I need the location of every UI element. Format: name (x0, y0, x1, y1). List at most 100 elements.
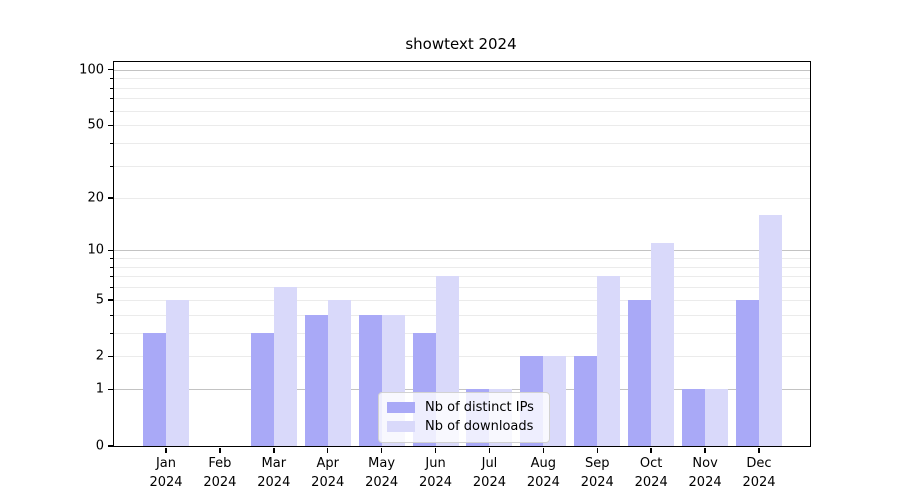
y-minor-tick (109, 258, 113, 260)
major-gridline (114, 250, 810, 252)
bar-distinct-ips-may (358, 314, 382, 446)
x-tick-year: 2024 (742, 475, 776, 490)
x-tick (219, 447, 221, 453)
bar-downloads-oct (651, 243, 675, 446)
legend-label-downloads: Nb of downloads (425, 419, 534, 434)
y-minor-tick (109, 87, 113, 89)
y-minor-tick (109, 98, 113, 100)
legend-swatch-distinct-ips-icon (387, 402, 415, 413)
minor-gridline (114, 287, 810, 289)
x-tick-month: Dec (746, 456, 772, 471)
minor-gridline (114, 258, 810, 260)
minor-gridline (114, 276, 810, 278)
y-minor-tick (109, 266, 113, 268)
y-tick-label: 50 (87, 117, 104, 133)
y-minor-tick (109, 314, 113, 316)
x-tick-month: Jun (425, 456, 446, 471)
minor-gridline (114, 314, 810, 316)
y-tick-label: 1 (95, 381, 104, 397)
x-tick-month: May (368, 456, 396, 471)
x-tick-month: Apr (316, 456, 339, 471)
bar-downloads-mar (273, 287, 297, 446)
legend-swatch-downloads-icon (387, 421, 415, 432)
y-tick (107, 388, 113, 391)
y-minor-tick (109, 166, 113, 167)
y-minor-tick (109, 78, 113, 80)
bar-distinct-ips-mar (250, 332, 274, 446)
major-gridline (114, 389, 810, 391)
plot-area: 0 1 2 5 10 20 50 100 Jan 2024 Feb 2024 Mar 2024 Apr 202… (79, 61, 811, 490)
x-tick-month: Nov (692, 456, 718, 471)
x-tick-label: Apr 2024 (293, 454, 363, 492)
x-tick-label: Aug 2024 (508, 454, 578, 492)
y-tick-label: 20 (87, 190, 104, 206)
y-tick (107, 355, 113, 358)
y-tick (107, 124, 113, 127)
x-tick-year: 2024 (634, 475, 668, 490)
x-tick (380, 447, 383, 453)
x-tick-year: 2024 (365, 475, 399, 490)
x-tick-label: Sep 2024 (562, 454, 632, 492)
y-tick-label: 0 (95, 438, 104, 454)
x-tick-year: 2024 (526, 475, 560, 490)
minor-gridline (114, 266, 810, 268)
x-tick-year: 2024 (688, 475, 722, 490)
minor-gridline (114, 78, 810, 80)
minor-gridline (114, 87, 810, 89)
minor-gridline (114, 166, 810, 167)
bar-distinct-ips-nov (682, 389, 706, 446)
x-tick (434, 447, 437, 453)
x-tick (542, 447, 545, 453)
x-tick-month: Jul (481, 456, 498, 471)
y-tick (107, 249, 113, 252)
x-tick (488, 447, 491, 453)
minor-gridline (114, 356, 810, 358)
x-tick-label: Nov 2024 (670, 454, 740, 492)
y-minor-tick (109, 110, 113, 112)
bar-distinct-ips-dec (736, 299, 759, 446)
bar-downloads-apr (327, 299, 351, 446)
x-tick-label: Mar 2024 (239, 454, 309, 492)
legend-label-distinct-ips: Nb of distinct IPs (425, 400, 534, 415)
bar-distinct-ips-apr (304, 314, 328, 446)
minor-gridline (114, 143, 810, 145)
bar-distinct-ips-sep (574, 356, 598, 446)
bar-downloads-sep (597, 276, 621, 446)
y-minor-tick (109, 276, 113, 278)
bar-downloads-jan (166, 299, 189, 446)
minor-gridline (114, 197, 810, 199)
x-tick-month: Feb (208, 456, 232, 471)
x-tick (165, 447, 167, 453)
x-tick-year: 2024 (149, 475, 183, 490)
x-tick-month: Jan (155, 456, 177, 471)
y-tick (107, 197, 113, 199)
minor-gridline (114, 125, 810, 127)
bar-distinct-ips-oct (628, 299, 652, 446)
y-minor-tick (109, 143, 113, 145)
legend: Nb of distinct IPs Nb of downloads (378, 392, 550, 443)
x-tick-label: Jul 2024 (454, 454, 524, 492)
x-tick-year: 2024 (472, 475, 506, 490)
x-tick-year: 2024 (311, 475, 345, 490)
x-tick-year: 2024 (257, 475, 291, 490)
x-tick-label: Feb 2024 (185, 454, 255, 492)
x-tick (326, 447, 329, 453)
y-tick-label: 10 (87, 242, 104, 258)
x-tick (758, 447, 760, 453)
x-tick-month: Mar (261, 456, 287, 471)
major-gridline (114, 69, 810, 71)
legend-item-distinct-ips: Nb of distinct IPs (387, 398, 541, 417)
chart-title: showtext 2024 (405, 35, 517, 53)
legend-item-downloads: Nb of downloads (387, 417, 541, 436)
x-tick (650, 447, 652, 453)
minor-gridline (114, 98, 810, 100)
y-tick-label: 5 (95, 292, 104, 308)
x-tick-month: Oct (639, 456, 663, 471)
minor-gridline (114, 299, 810, 301)
x-tick (704, 447, 706, 453)
x-tick-month: Sep (585, 456, 610, 471)
x-tick-label: Jun 2024 (401, 454, 471, 492)
x-tick-year: 2024 (580, 475, 614, 490)
y-minor-tick (109, 332, 113, 334)
x-tick-label: Oct 2024 (616, 454, 686, 492)
